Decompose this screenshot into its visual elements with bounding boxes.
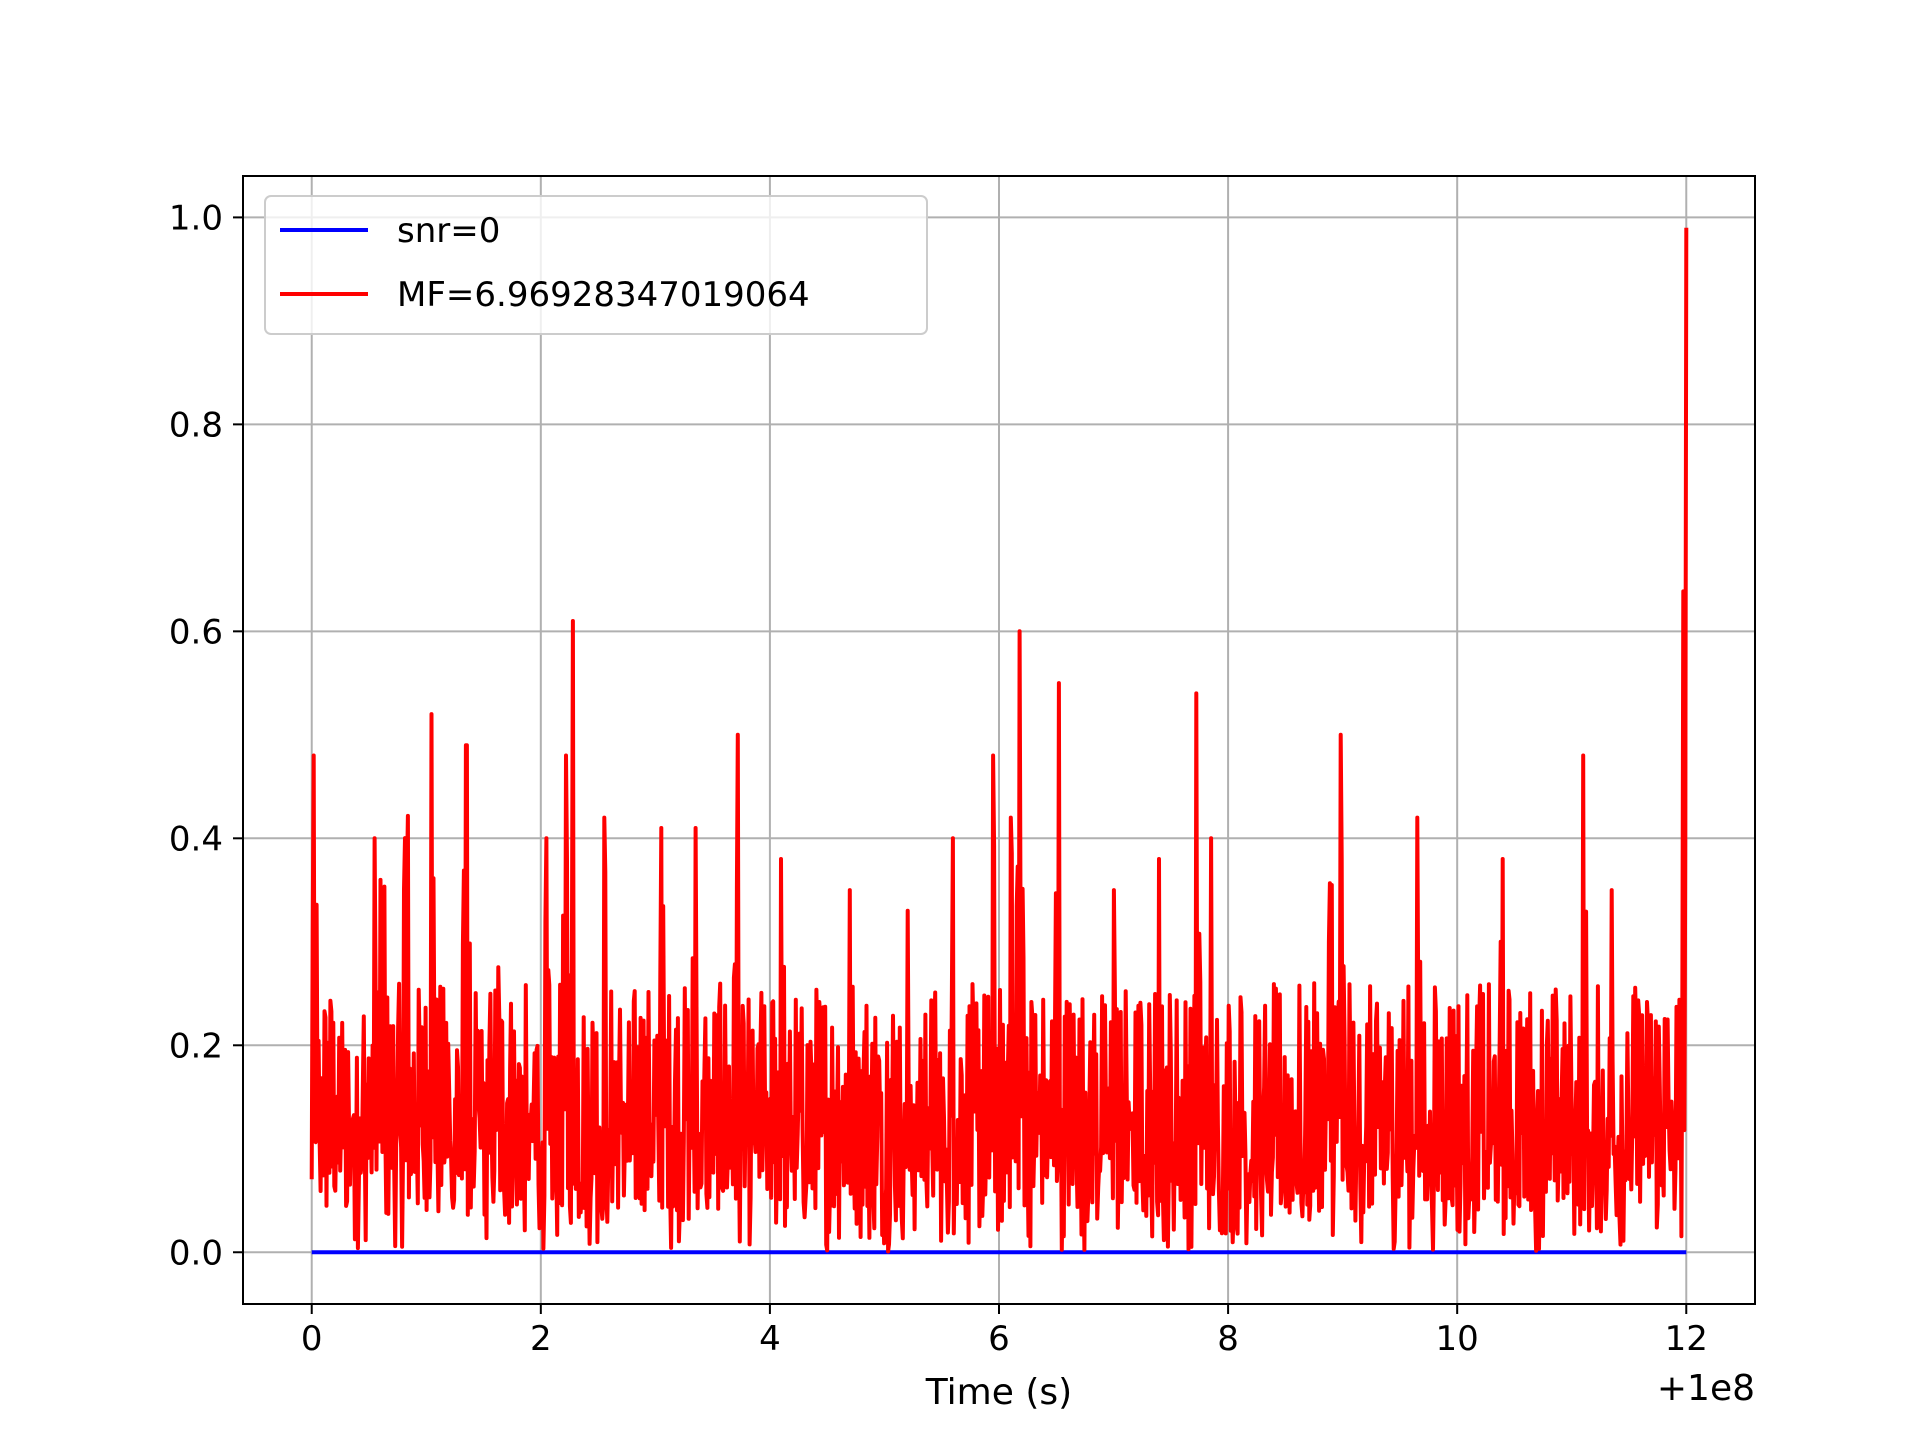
- legend-entry-snr: snr=0: [397, 211, 500, 251]
- y-tick-label: 0.4: [169, 819, 223, 859]
- y-tick-label: 0.2: [169, 1026, 223, 1066]
- series-line-mf: [309, 227, 1689, 1254]
- legend-box: [264, 195, 928, 335]
- x-axis-offset-text: +1e8: [1657, 1368, 1755, 1409]
- y-tick-label: 1.0: [169, 198, 223, 238]
- x-tick-label: 6: [988, 1319, 1010, 1359]
- y-tick-label: 0.0: [169, 1233, 223, 1273]
- axis-ticks: 0 2 4 6 8 10 12 0.0 0.2 0.4 0.6 0.8 1.0: [169, 198, 1708, 1359]
- plot-series: [309, 227, 1689, 1255]
- x-tick-label: 2: [530, 1319, 552, 1359]
- x-tick-label: 12: [1665, 1319, 1708, 1359]
- legend-entry-mf: MF=6.96928347019064: [397, 275, 810, 315]
- x-axis-label: Time (s): [925, 1372, 1072, 1413]
- x-tick-label: 4: [759, 1319, 781, 1359]
- x-tick-label: 10: [1436, 1319, 1479, 1359]
- x-tick-label: 0: [301, 1319, 323, 1359]
- y-tick-label: 0.8: [169, 405, 223, 445]
- y-tick-label: 0.6: [169, 612, 223, 652]
- x-tick-label: 8: [1217, 1319, 1239, 1359]
- legend: snr=0 MF=6.96928347019064: [264, 195, 928, 335]
